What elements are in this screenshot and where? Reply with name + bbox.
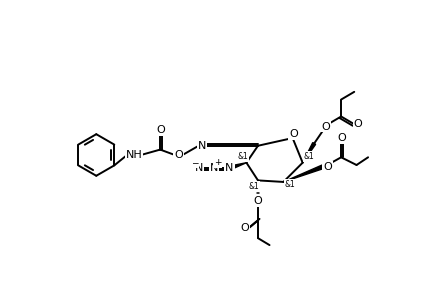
Text: O: O [289,129,298,139]
Text: &1: &1 [303,152,314,161]
Text: O: O [157,125,165,135]
Text: O: O [241,223,249,233]
Text: O: O [354,119,363,129]
Text: O: O [323,162,332,172]
Text: &1: &1 [249,182,259,191]
Polygon shape [229,163,247,170]
Text: &1: &1 [284,180,295,189]
Polygon shape [283,165,324,182]
Text: N: N [195,163,203,173]
Text: −: − [191,158,198,167]
Text: N: N [198,141,206,151]
Text: +: + [214,158,222,167]
Text: O: O [254,196,262,206]
Polygon shape [302,143,316,163]
Text: N: N [210,163,218,173]
Text: O: O [321,121,330,132]
Text: O: O [174,150,183,160]
Text: &1: &1 [237,152,248,161]
Text: O: O [338,133,346,143]
Text: N: N [225,163,233,173]
Text: NH: NH [126,150,143,160]
